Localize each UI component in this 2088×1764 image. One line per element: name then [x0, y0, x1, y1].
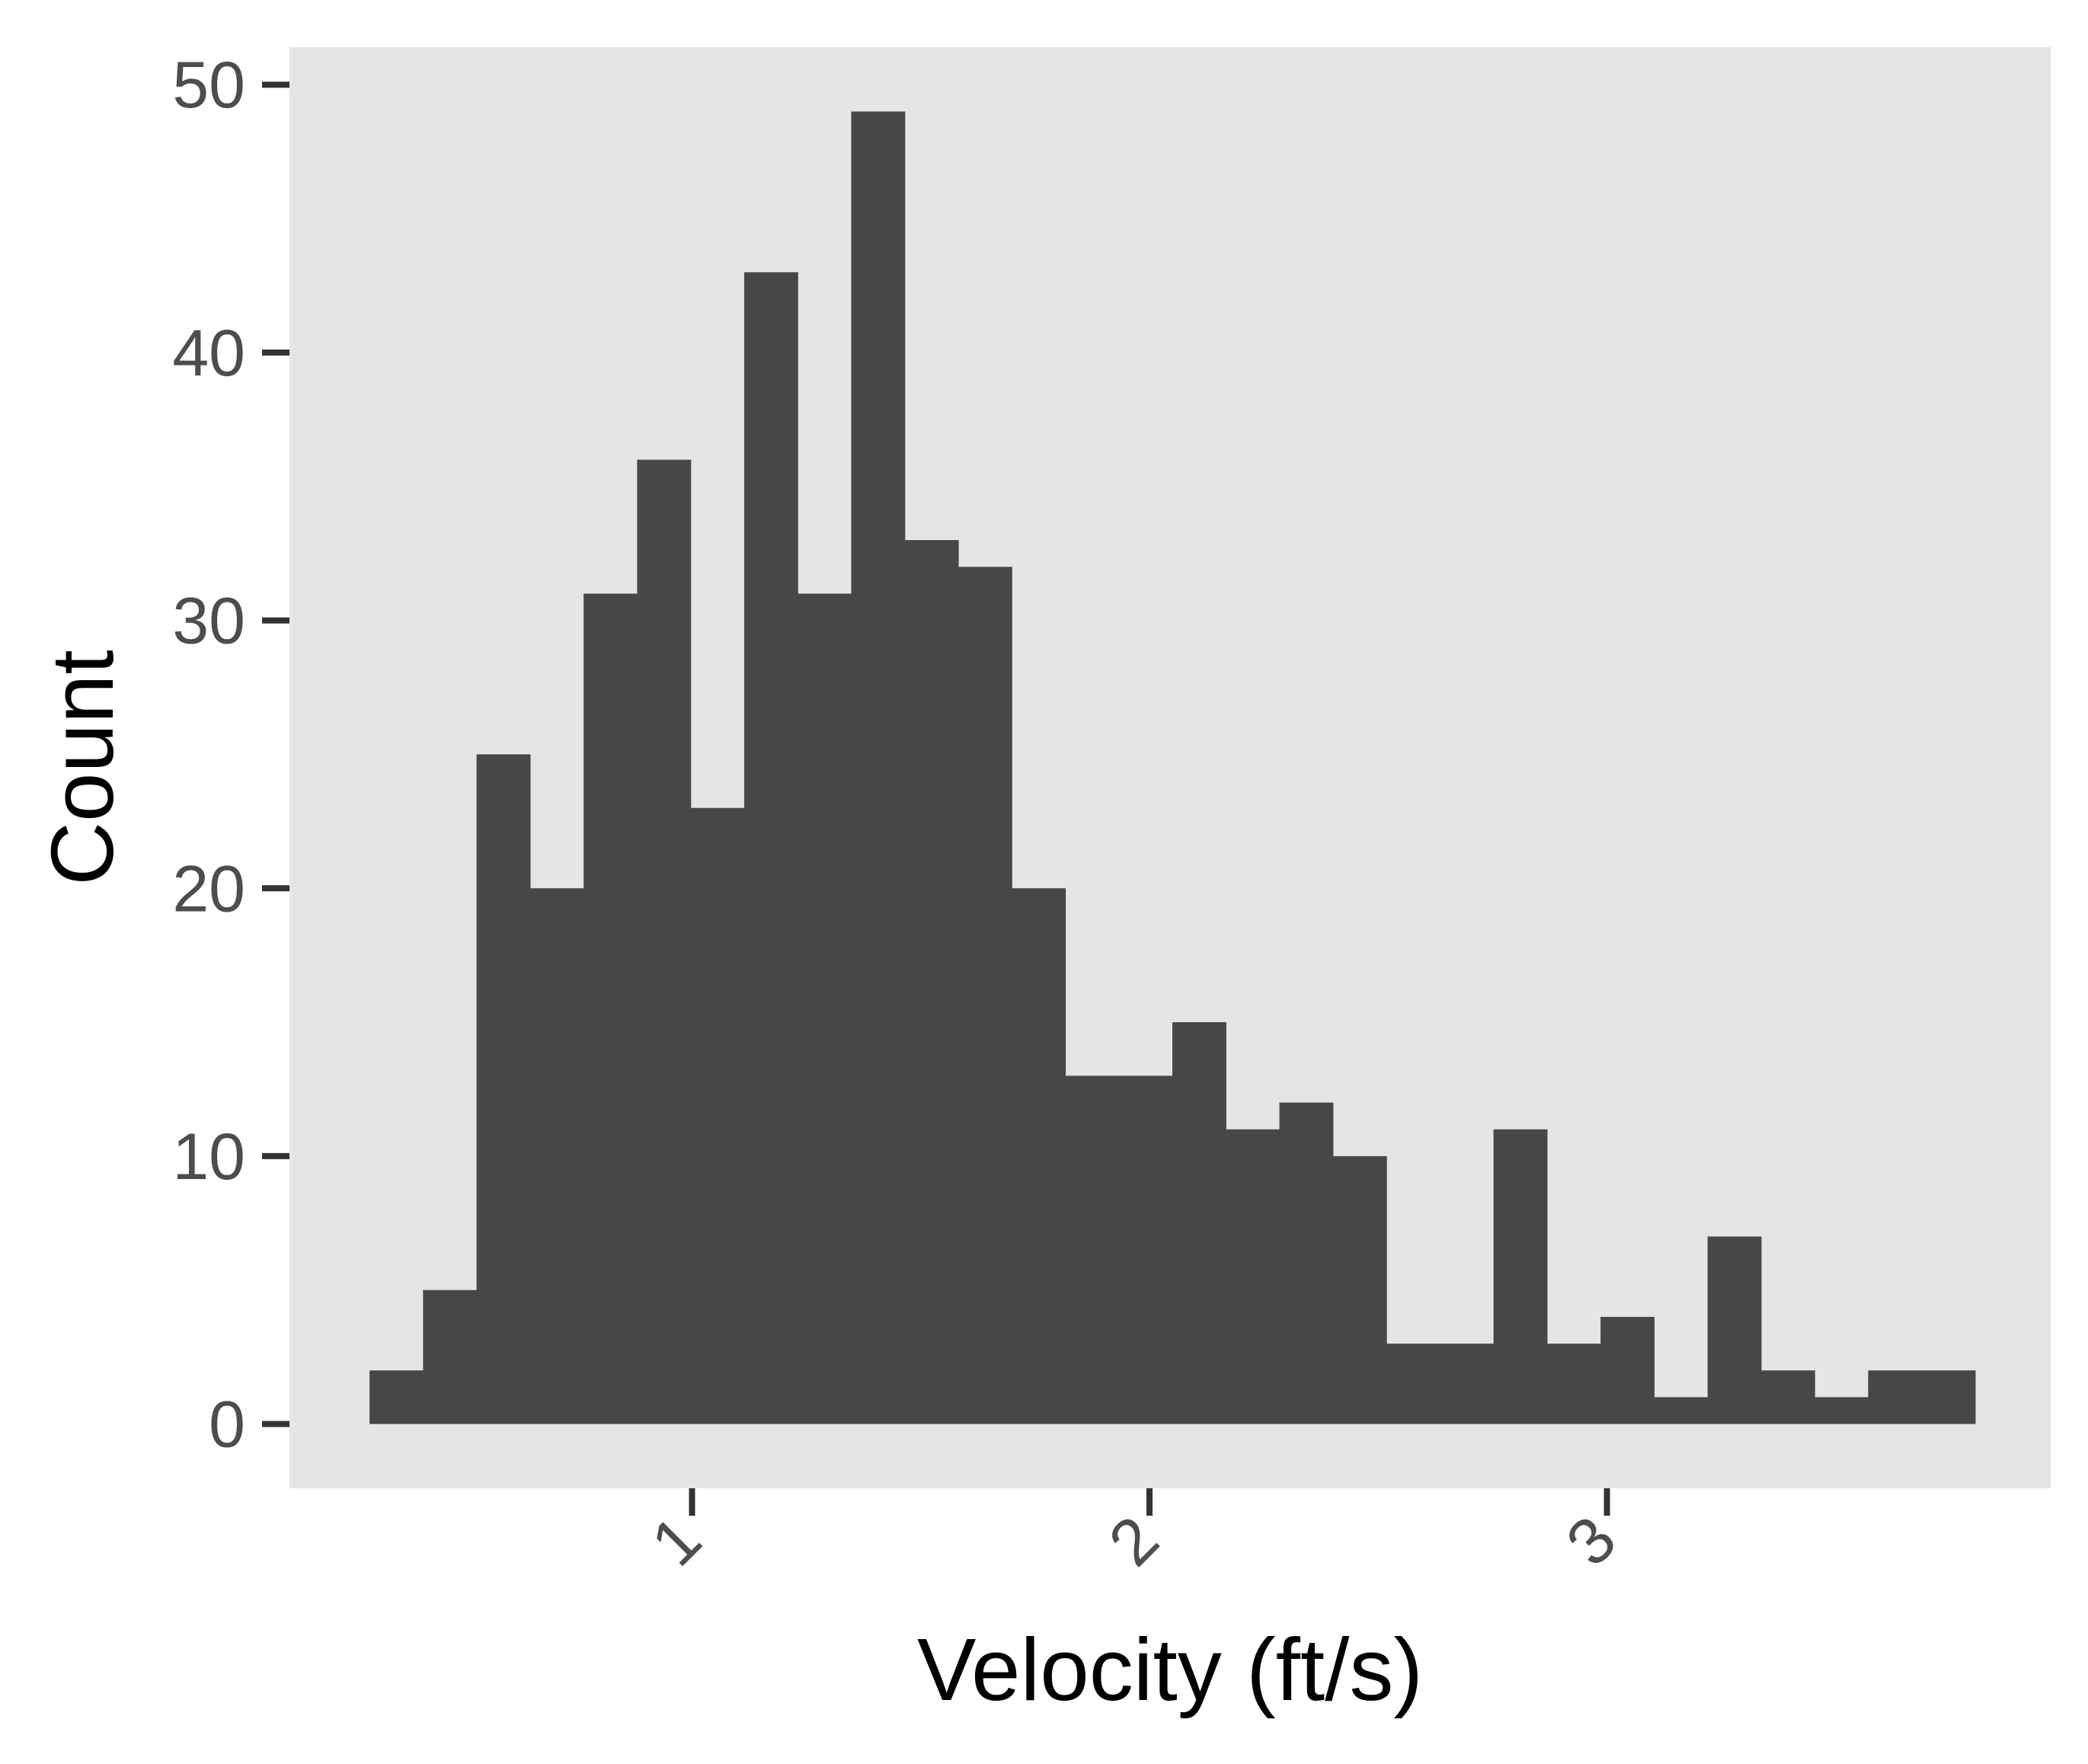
x-axis-title: Velocity (ft/s) — [917, 1620, 1423, 1719]
histogram-bar — [1279, 1102, 1334, 1424]
y-tick-label: 40 — [172, 317, 245, 390]
histogram-bar — [958, 567, 1012, 1424]
histogram-bar — [1815, 1397, 1869, 1424]
histogram-bar — [798, 593, 852, 1424]
histogram-bar — [584, 593, 638, 1424]
histogram-bar — [1546, 1344, 1601, 1424]
y-tick-label: 10 — [172, 1120, 245, 1194]
y-tick-label: 50 — [172, 49, 245, 122]
histogram-bar — [1493, 1129, 1548, 1424]
histogram-bar — [1172, 1022, 1226, 1424]
histogram-bar — [1440, 1344, 1495, 1424]
histogram-bar — [851, 111, 906, 1424]
histogram-bar — [1386, 1344, 1440, 1424]
x-axis: 1 2 3 — [638, 1488, 1630, 1580]
histogram-bar — [1118, 1075, 1173, 1424]
histogram-bar — [1226, 1129, 1281, 1424]
x-tick-label: 1 — [638, 1503, 715, 1580]
histogram-bar — [1760, 1370, 1815, 1424]
x-tick-label: 2 — [1095, 1503, 1173, 1580]
x-tick-label: 3 — [1552, 1503, 1630, 1580]
histogram-bar — [637, 459, 692, 1424]
histogram-bar — [1600, 1316, 1655, 1424]
histogram-bar — [1921, 1370, 1976, 1424]
y-tick-label: 20 — [172, 852, 245, 925]
histogram-bar — [369, 1370, 424, 1424]
y-axis-title: Count — [33, 650, 132, 886]
histogram-bar — [690, 807, 745, 1424]
histogram-bar — [743, 272, 798, 1424]
histogram-bar — [1868, 1370, 1923, 1424]
histogram-bar — [1012, 888, 1066, 1424]
y-tick-label: 30 — [172, 585, 245, 658]
histogram-bar — [529, 888, 584, 1424]
y-tick-label: 0 — [209, 1389, 245, 1462]
histogram-bar — [1654, 1397, 1709, 1424]
histogram-bar — [1707, 1236, 1762, 1424]
y-axis: 0 10 20 30 40 50 — [172, 49, 289, 1462]
histogram-bar — [476, 754, 531, 1424]
histogram-bar — [1332, 1155, 1387, 1424]
histogram-bar — [423, 1289, 478, 1424]
histogram-bar — [904, 540, 959, 1424]
histogram-bar — [1065, 1075, 1120, 1424]
histogram-bars — [369, 111, 1976, 1424]
